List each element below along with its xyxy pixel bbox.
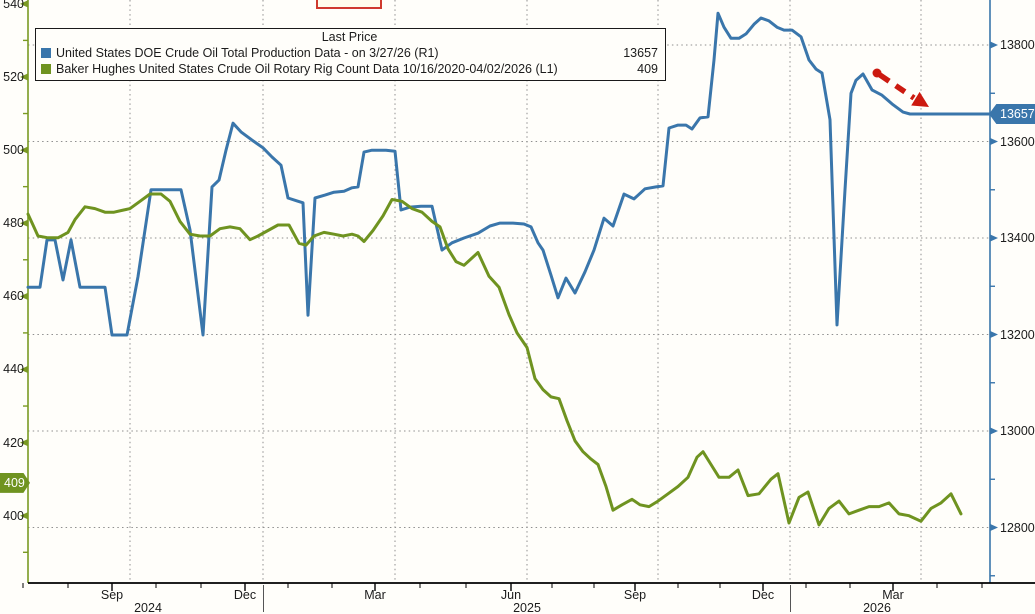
left-axis-tick-arrow <box>20 512 28 520</box>
year-label: 2026 <box>863 601 891 614</box>
legend-item-label: Baker Hughes United States Crude Oil Rot… <box>56 62 558 76</box>
month-tick-label: Jun <box>500 588 522 602</box>
left-axis-tick-arrow <box>20 219 28 227</box>
month-tick-label: Dec <box>751 588 775 602</box>
right-axis-tick-arrow <box>990 234 998 242</box>
year-label: 2025 <box>513 601 541 614</box>
legend-box: Last Price United States DOE Crude Oil T… <box>35 28 666 81</box>
right-axis-tick-arrow <box>990 427 998 435</box>
left-axis-tick-arrow <box>20 438 28 447</box>
red-arrowhead <box>911 91 929 107</box>
right-axis-tick-arrow <box>990 523 998 532</box>
left-axis-tick-arrow <box>20 365 28 374</box>
right-axis-tick-label: 13200 <box>1000 327 1035 342</box>
month-tick-label: Dec <box>233 588 257 602</box>
arrow-start-dot <box>872 68 882 78</box>
left-axis-tick-arrow <box>20 146 28 154</box>
rig-count-line <box>26 192 963 527</box>
clipped-annotation-box <box>316 0 382 9</box>
left-axis-tick-label: 440 <box>3 362 24 377</box>
legend-item-rig-count: Baker Hughes United States Crude Oil Rot… <box>41 61 658 77</box>
right-axis-tick-arrow <box>990 137 998 146</box>
rig-series-swatch <box>41 64 51 74</box>
right-axis-tick-arrow <box>990 330 998 339</box>
legend-title: Last Price <box>321 30 378 44</box>
rig-count-last-badge: 409 <box>0 472 30 493</box>
left-axis-tick-label: 520 <box>3 69 24 84</box>
left-axis-tick-arrow <box>20 0 28 8</box>
month-tick-label: Mar <box>882 588 904 602</box>
production-line <box>26 11 992 337</box>
legend-item-label: United States DOE Crude Oil Total Produc… <box>56 46 439 60</box>
month-tick-label: Sep <box>623 588 647 602</box>
left-axis-tick-label: 540 <box>3 0 24 11</box>
left-axis-tick-label: 500 <box>3 143 24 158</box>
production-last-badge: 13657 <box>989 104 1035 124</box>
right-axis-tick-label: 13600 <box>1000 134 1035 149</box>
left-axis-tick-label: 480 <box>3 216 24 231</box>
left-axis-tick-label: 460 <box>3 289 24 304</box>
month-tick-label: Mar <box>364 588 386 602</box>
left-axis-tick-label: 400 <box>3 508 24 523</box>
month-tick-label: Sep <box>100 588 124 602</box>
legend-item-production: United States DOE Crude Oil Total Produc… <box>41 45 658 61</box>
right-axis-tick-label: 13800 <box>1000 38 1035 53</box>
left-axis-tick-arrow <box>20 73 28 81</box>
year-separator <box>790 585 791 612</box>
year-separator <box>263 585 264 612</box>
right-axis-tick-label: 13000 <box>1000 424 1035 438</box>
production-series-swatch <box>41 48 51 58</box>
year-label: 2024 <box>134 601 162 614</box>
right-axis-tick-label: 12800 <box>1000 520 1035 535</box>
legend-item-value: 13657 <box>623 46 658 60</box>
right-axis-tick-label: 13400 <box>1000 231 1035 245</box>
left-axis-tick-label: 420 <box>3 435 24 450</box>
left-axis-tick-arrow <box>20 292 28 300</box>
red-dashed-arrow-shaft <box>878 72 916 101</box>
legend-item-value: 409 <box>637 62 658 76</box>
right-axis-tick-arrow <box>990 41 998 49</box>
